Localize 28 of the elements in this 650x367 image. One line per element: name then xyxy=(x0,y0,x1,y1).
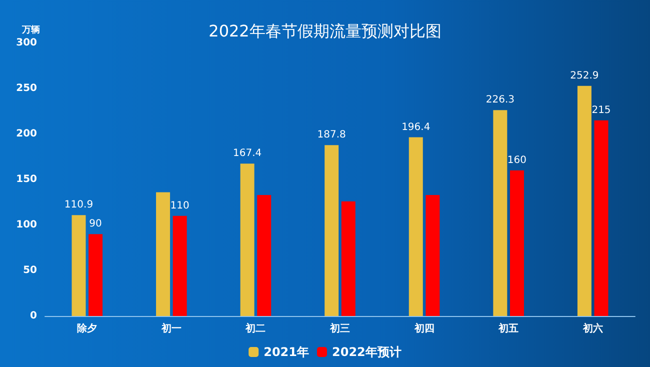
x-tick-label: 初六 xyxy=(582,322,603,334)
x-tick-label: 除夕 xyxy=(77,322,98,334)
y-tick-label: 100 xyxy=(16,220,38,230)
x-tick-label: 初二 xyxy=(244,322,266,334)
x-tick-label: 初五 xyxy=(498,322,519,334)
data-label: 110.9 xyxy=(64,200,94,211)
data-label: 252.9 xyxy=(570,70,599,82)
y-tick-label: 0 xyxy=(30,310,38,322)
x-tick-label: 初三 xyxy=(329,322,350,334)
data-label: 215 xyxy=(592,104,611,116)
data-label: 110 xyxy=(170,200,190,212)
y-tick-label: 250 xyxy=(16,83,38,94)
y-tick-label: 50 xyxy=(23,265,38,276)
data-label: 196.4 xyxy=(402,122,430,133)
chart-title: 2022年春节假期流量预测对比图 xyxy=(208,22,442,40)
legend-label: 2021年 xyxy=(264,345,310,359)
x-tick-label: 初一 xyxy=(160,322,182,334)
y-tick-label: 200 xyxy=(16,128,38,140)
y-tick-label: 300 xyxy=(16,38,38,48)
legend-label: 2022年预计 xyxy=(332,345,402,359)
data-label: 187.8 xyxy=(317,130,346,141)
x-tick-label: 初四 xyxy=(413,322,434,334)
data-label: 90 xyxy=(89,218,102,230)
y-tick-label: 150 xyxy=(16,174,38,185)
data-label: 160 xyxy=(507,154,527,166)
y-axis-title: 万辆 xyxy=(21,24,40,36)
data-label: 226.3 xyxy=(486,94,514,106)
data-label: 167.4 xyxy=(232,148,262,160)
